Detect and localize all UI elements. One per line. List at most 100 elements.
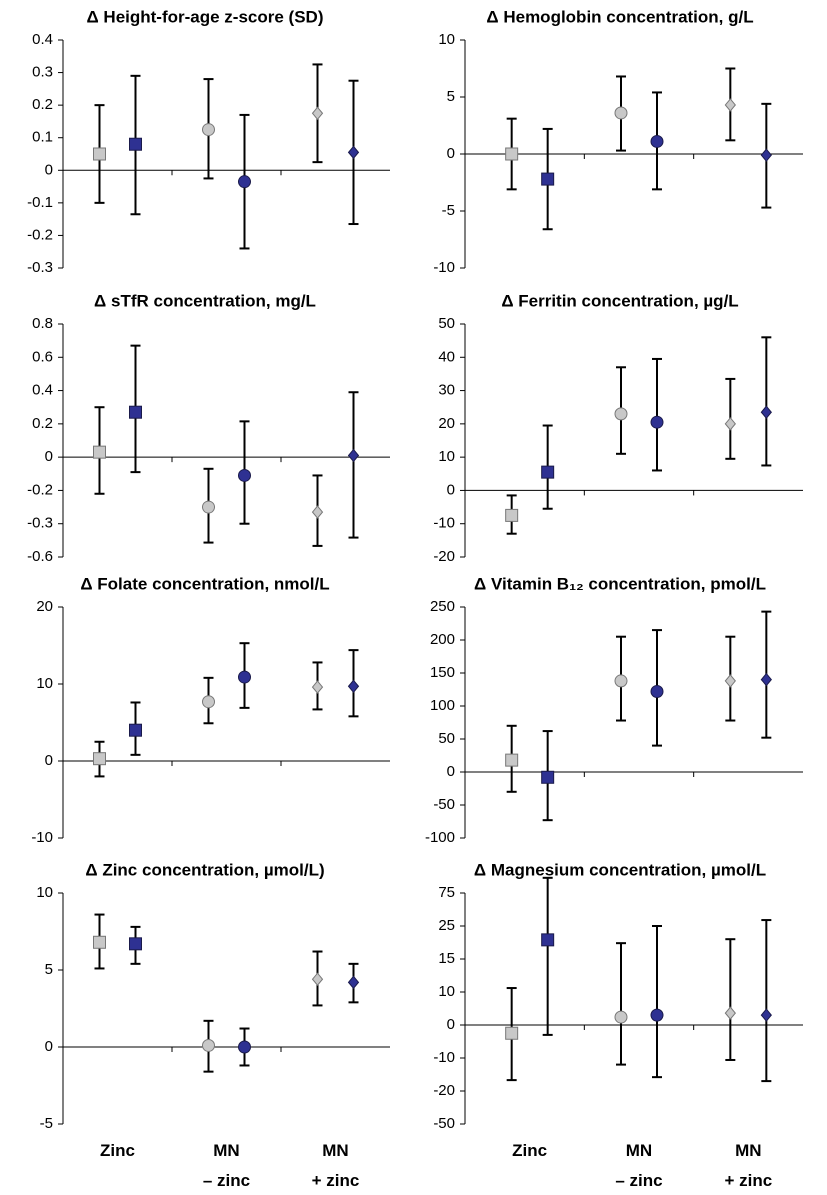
marker <box>614 407 628 421</box>
marker <box>724 674 736 688</box>
y-tick-label: -10 <box>433 259 455 276</box>
marker <box>202 500 215 514</box>
marker <box>311 680 324 694</box>
y-tick-label: 0 <box>45 1038 53 1055</box>
marker <box>724 98 736 112</box>
y-tick-label: 0.6 <box>32 348 53 365</box>
panel-title: Δ Zinc concentration, µmol/L) <box>85 860 324 879</box>
marker <box>347 679 360 694</box>
y-tick-label: 30 <box>438 382 455 399</box>
y-tick-label: -20 <box>433 1082 455 1099</box>
panel: Δ sTfR concentration, mg/L -0.6 -0.3 -0.2 0 0… <box>27 291 390 565</box>
y-tick-label: 15 <box>438 950 455 967</box>
category-label-box: MN – zinc <box>203 1141 250 1190</box>
y-tick-label: 0.1 <box>32 129 53 146</box>
y-tick-label: 75 <box>438 884 455 901</box>
marker <box>614 106 628 120</box>
panel: Δ Magnesium concentration, µmol/L -50 -20 -… <box>433 860 803 1190</box>
y-tick-label: 0 <box>447 1016 455 1033</box>
panel-title: Δ sTfR concentration, mg/L <box>94 291 316 310</box>
y-tick-label: -0.1 <box>27 194 53 211</box>
y-tick-label: 0.2 <box>32 415 53 432</box>
y-tick-label: 20 <box>438 415 455 432</box>
panel-title: Δ Ferritin concentration, µg/L <box>501 291 738 310</box>
y-tick-label: 10 <box>36 884 53 901</box>
y-tick-label: 50 <box>438 730 455 747</box>
category-label-box: Zinc <box>512 1141 547 1160</box>
y-tick-label: 5 <box>45 961 53 978</box>
marker <box>93 147 106 161</box>
marker <box>238 468 251 482</box>
marker <box>238 175 251 189</box>
y-tick-label: 0 <box>447 145 455 162</box>
x-tick-label: MN + zinc <box>311 1141 360 1190</box>
panel: Δ Folate concentration, nmol/L -10 0 10 20 <box>31 574 390 846</box>
marker <box>541 770 555 784</box>
marker <box>541 465 555 479</box>
marker <box>760 405 772 419</box>
marker <box>724 417 736 431</box>
marker <box>347 448 360 463</box>
y-tick-label: 100 <box>430 697 455 714</box>
y-tick-label: 0.2 <box>32 96 53 113</box>
y-tick-label: 0 <box>45 161 53 178</box>
y-tick-label: -5 <box>40 1115 53 1132</box>
y-tick-label: 10 <box>438 448 455 465</box>
marker <box>238 670 251 684</box>
marker <box>614 1010 628 1024</box>
y-tick-label: -10 <box>31 829 53 846</box>
marker <box>760 148 772 162</box>
y-tick-label: 25 <box>438 917 455 934</box>
y-tick-label: 5 <box>447 88 455 105</box>
marker <box>505 1026 519 1040</box>
y-tick-label: -0.2 <box>27 481 53 498</box>
marker <box>347 145 360 160</box>
y-tick-label: -100 <box>425 829 455 846</box>
y-tick-label: 200 <box>430 631 455 648</box>
y-tick-label: -50 <box>433 796 455 813</box>
marker <box>541 933 555 947</box>
y-tick-label: 10 <box>438 983 455 1000</box>
y-tick-label: -10 <box>433 515 455 532</box>
panel: Δ Vitamin B₁₂ concentration, pmol/L -100 -… <box>425 574 803 846</box>
y-tick-label: 10 <box>36 675 53 692</box>
y-tick-label: -5 <box>442 202 455 219</box>
marker <box>650 684 664 698</box>
x-tick-label: MN – zinc <box>615 1141 663 1190</box>
panel-title: Δ Vitamin B₁₂ concentration, pmol/L <box>474 574 766 593</box>
category-label-box: Zinc <box>100 1141 135 1160</box>
category-label-box: MN – zinc <box>615 1141 663 1190</box>
marker <box>650 134 664 148</box>
y-tick-label: 0 <box>447 763 455 780</box>
marker <box>760 1008 772 1022</box>
x-tick-label: Zinc <box>100 1141 135 1160</box>
marker <box>129 937 142 951</box>
panel: Δ Hemoglobin concentration, g/L -10 -5 0 5 10 <box>433 7 803 276</box>
y-tick-label: 0.8 <box>32 315 53 332</box>
marker <box>760 672 772 687</box>
marker <box>541 172 555 186</box>
marker <box>93 445 106 459</box>
y-tick-label: -0.3 <box>27 515 53 532</box>
y-tick-label: 150 <box>430 664 455 681</box>
marker <box>202 695 215 709</box>
y-tick-label: 0 <box>447 481 455 498</box>
marker <box>650 415 664 429</box>
category-label-box: MN + zinc <box>724 1141 772 1190</box>
y-tick-label: -0.2 <box>27 226 53 243</box>
marker <box>311 972 324 987</box>
marker <box>505 147 519 161</box>
y-tick-label: 250 <box>430 598 455 615</box>
y-tick-label: 0.4 <box>32 31 53 48</box>
marker <box>614 674 628 688</box>
y-tick-label: 50 <box>438 315 455 332</box>
y-tick-label: 0 <box>45 448 53 465</box>
marker <box>238 1040 251 1054</box>
y-tick-label: -50 <box>433 1115 455 1132</box>
marker <box>93 752 106 766</box>
y-tick-label: 20 <box>36 598 53 615</box>
panel-title: Δ Folate concentration, nmol/L <box>80 574 329 593</box>
y-tick-label: 40 <box>438 348 455 365</box>
marker <box>202 1038 215 1052</box>
